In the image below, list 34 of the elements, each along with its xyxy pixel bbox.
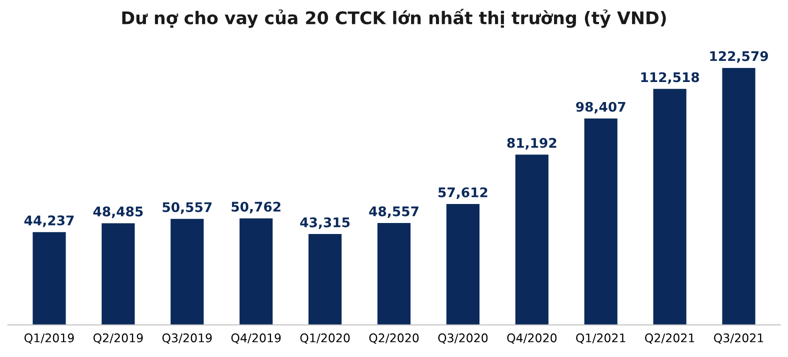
bar xyxy=(308,234,342,325)
bar xyxy=(653,88,686,325)
x-tick-label: Q4/2020 xyxy=(507,333,557,344)
x-tick-label: Q3/2021 xyxy=(714,333,764,344)
data-label: 50,762 xyxy=(232,202,280,214)
bar xyxy=(584,118,618,325)
data-label: 122,579 xyxy=(710,51,768,63)
data-label: 50,557 xyxy=(162,202,212,214)
x-tick-label: Q4/2019 xyxy=(231,333,281,344)
x-tick-label: Q3/2019 xyxy=(162,333,212,344)
data-label: 48,485 xyxy=(93,206,143,218)
data-label: 112,518 xyxy=(641,72,700,84)
bar xyxy=(377,223,411,325)
bar xyxy=(515,154,548,325)
data-label: 44,237 xyxy=(24,215,74,228)
data-label: 81,192 xyxy=(507,138,556,150)
x-tick-label: Q2/2020 xyxy=(369,333,419,344)
x-tick-label: Q1/2021 xyxy=(576,333,626,344)
chart-title: Dư nợ cho vay của 20 CTCK lớn nhất thị trường (tỷ VND) xyxy=(122,8,666,28)
bar xyxy=(170,218,204,325)
x-tick-label: Q2/2021 xyxy=(645,333,694,344)
bar xyxy=(240,218,273,325)
data-label: 48,557 xyxy=(369,206,418,218)
bar xyxy=(102,223,135,325)
x-tick-label: Q1/2019 xyxy=(24,333,74,344)
bar xyxy=(32,232,66,325)
x-tick-label: Q3/2020 xyxy=(438,333,488,344)
data-label: 43,315 xyxy=(300,217,350,230)
x-tick-label: Q1/2020 xyxy=(300,333,350,344)
x-tick-label: Q2/2019 xyxy=(93,333,143,344)
data-label: 98,407 xyxy=(576,102,626,114)
data-label: 57,612 xyxy=(438,187,488,200)
bar xyxy=(722,68,756,325)
bar xyxy=(446,204,480,325)
